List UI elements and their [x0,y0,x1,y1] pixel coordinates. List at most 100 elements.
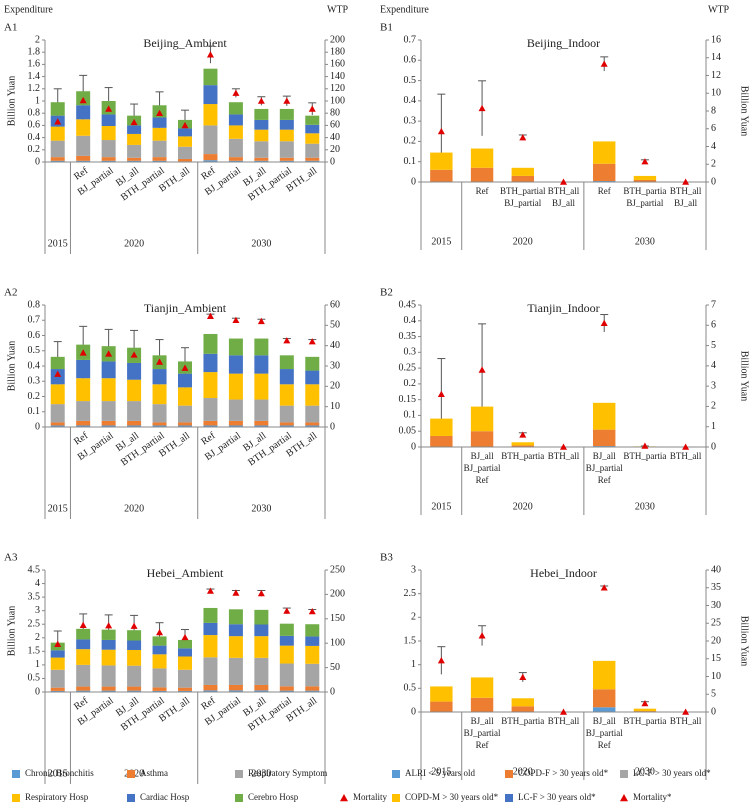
y2-tick-label: 7 [711,299,716,310]
legend-label: COPD-M > 30 years old* [405,792,499,802]
chart-title: Hebei_Ambient [147,566,224,580]
bar-segment [254,684,269,691]
bar-segment [203,372,218,399]
y-tick-label: 0 [35,686,40,697]
y-axis-label: Billion Yuan [6,341,17,391]
y2-tick-label: 40 [330,132,340,143]
x-tick-label: BJ_all [471,716,495,726]
bar-segment [178,648,192,657]
group-label: 2015 [48,238,68,249]
left-caption: Expenditure [380,4,429,15]
bar-segment [430,152,453,170]
bar-segment [305,115,320,125]
group-label: 2015 [431,766,451,777]
bar-segment [76,639,91,650]
x-tick-label: BJ_all [593,451,617,461]
legend-label: Cerebro Hosp [248,792,299,802]
bar-segment [178,687,192,691]
bar-segment [101,425,116,427]
mortality-marker [105,105,113,112]
mortality-marker [54,370,62,377]
mortality-marker [79,621,87,628]
y2-tick-label: 60 [330,299,340,310]
group-label: 2015 [48,768,68,779]
y2-tick-label: 4 [711,360,716,371]
y-tick-label: 0.3 [28,376,41,387]
bar-segment [228,114,243,126]
y2-tick-label: 5 [711,689,716,700]
y-tick-label: 0.6 [28,330,41,341]
mortality-marker [308,105,316,112]
mortality-marker [54,640,62,647]
bar-segment [178,158,192,162]
bar-segment [76,119,91,136]
bar-segment [152,160,167,162]
y-tick-label: 0.8 [28,107,41,118]
y2-tick-label: 80 [330,107,340,118]
x-tick-label: BJ_all [674,198,698,208]
y2-tick-label: 50 [330,662,340,673]
bar-segment [228,102,243,115]
mortality-marker [156,109,164,116]
y2-tick-label: 20 [711,635,721,646]
x-tick-label: BJ_partial [586,463,623,473]
mortality-marker [156,358,164,365]
legend-swatch [620,770,628,778]
bar-segment [254,157,269,161]
x-tick-label: BTH_all [548,716,580,726]
y2-tick-label: 6 [711,320,716,331]
panel-label: B1 [380,22,393,34]
y2-tick-label: 2 [711,159,716,170]
y2-tick-label: 140 [330,71,345,82]
y-axis-label: Billion Yuan [6,76,17,126]
bar-segment [152,422,167,426]
bar-segment [511,706,534,712]
panel-label: B3 [380,552,393,564]
bar-segment [50,157,65,161]
bar-segment [50,425,65,427]
bar-segment [254,141,269,158]
bar-segment [228,420,243,426]
bar-segment [76,420,91,426]
bar-segment [305,425,320,427]
x-tick-label: BTH_partial [500,186,546,196]
bar-segment [228,690,243,692]
bar-segment [101,639,116,650]
y2-tick-label: 25 [711,618,721,629]
bar-segment [127,157,142,161]
y2-tick-label: 0 [711,176,716,187]
mortality-marker [641,699,649,707]
bar-segment [152,636,167,646]
bar-segment [279,405,294,423]
y2-tick-label: 50 [330,320,340,331]
mortality-marker [437,657,445,664]
x-tick-label: BTH_all [670,451,702,461]
group-label: 2030 [635,501,655,512]
y-tick-label: 0.7 [28,315,41,326]
bar-segment [593,402,616,430]
bar-segment [279,119,294,130]
bar-segment [254,636,269,658]
y2-tick-label: 100 [330,95,345,106]
x-tick-label: Ref [476,740,489,750]
y-tick-label: 0 [411,176,416,187]
x-tick-label: Ref [598,186,611,196]
bar-segment [633,175,657,180]
chart-title: Tianjin_Indoor [527,301,599,315]
bar-segment [511,442,534,446]
bar-segment [430,169,453,182]
bar-segment [470,406,494,432]
y2-tick-label: 3 [711,380,716,391]
bar-segment [178,373,192,388]
bar-segment [127,690,142,692]
mortality-marker [478,104,486,112]
x-tick-label: Ref [598,475,611,485]
mortality-marker [641,158,649,165]
bar-segment [254,355,269,374]
y-tick-label: 0.2 [28,144,41,155]
mortality-marker [283,607,291,614]
bar-segment [101,420,116,426]
legend-label: COPD-F > 30 years old* [518,768,609,778]
bar-segment [228,138,243,158]
bar-segment [305,143,320,158]
